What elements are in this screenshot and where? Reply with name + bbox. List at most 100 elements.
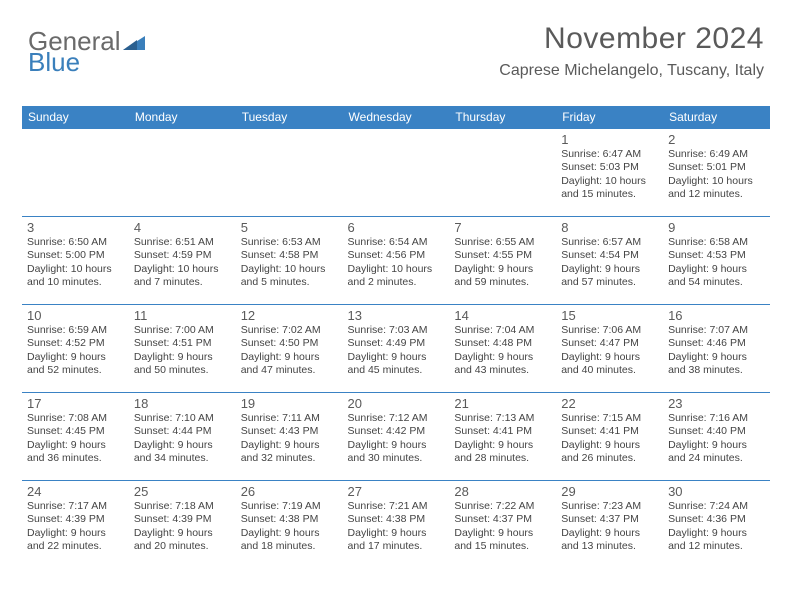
sunrise-text: Sunrise: 7:03 AM xyxy=(348,324,445,337)
day-cell: 28Sunrise: 7:22 AMSunset: 4:37 PMDayligh… xyxy=(449,481,556,569)
day-header-sunday: Sunday xyxy=(22,106,129,129)
day-cell: 22Sunrise: 7:15 AMSunset: 4:41 PMDayligh… xyxy=(556,393,663,481)
daylight-text: Daylight: 9 hours and 59 minutes. xyxy=(454,263,551,290)
sunset-text: Sunset: 4:53 PM xyxy=(668,249,765,262)
day-cell: 9Sunrise: 6:58 AMSunset: 4:53 PMDaylight… xyxy=(663,217,770,305)
header: November 2024 Caprese Michelangelo, Tusc… xyxy=(499,22,764,80)
day-cell: 4Sunrise: 6:51 AMSunset: 4:59 PMDaylight… xyxy=(129,217,236,305)
day-info: Sunrise: 7:15 AMSunset: 4:41 PMDaylight:… xyxy=(561,412,658,466)
day-info: Sunrise: 7:24 AMSunset: 4:36 PMDaylight:… xyxy=(668,500,765,554)
day-cell: 7Sunrise: 6:55 AMSunset: 4:55 PMDaylight… xyxy=(449,217,556,305)
sunset-text: Sunset: 4:41 PM xyxy=(454,425,551,438)
day-number: 17 xyxy=(27,396,124,411)
day-cell xyxy=(129,129,236,217)
sunset-text: Sunset: 4:40 PM xyxy=(668,425,765,438)
sunrise-text: Sunrise: 7:15 AM xyxy=(561,412,658,425)
day-cell: 27Sunrise: 7:21 AMSunset: 4:38 PMDayligh… xyxy=(343,481,450,569)
day-info: Sunrise: 6:49 AMSunset: 5:01 PMDaylight:… xyxy=(668,148,765,202)
day-cell: 2Sunrise: 6:49 AMSunset: 5:01 PMDaylight… xyxy=(663,129,770,217)
daylight-text: Daylight: 10 hours and 7 minutes. xyxy=(134,263,231,290)
day-number: 19 xyxy=(241,396,338,411)
sunset-text: Sunset: 4:51 PM xyxy=(134,337,231,350)
daylight-text: Daylight: 10 hours and 15 minutes. xyxy=(561,175,658,202)
day-info: Sunrise: 6:58 AMSunset: 4:53 PMDaylight:… xyxy=(668,236,765,290)
day-info: Sunrise: 7:17 AMSunset: 4:39 PMDaylight:… xyxy=(27,500,124,554)
day-cell: 30Sunrise: 7:24 AMSunset: 4:36 PMDayligh… xyxy=(663,481,770,569)
sunrise-text: Sunrise: 7:07 AM xyxy=(668,324,765,337)
daylight-text: Daylight: 9 hours and 38 minutes. xyxy=(668,351,765,378)
day-cell: 23Sunrise: 7:16 AMSunset: 4:40 PMDayligh… xyxy=(663,393,770,481)
daylight-text: Daylight: 9 hours and 43 minutes. xyxy=(454,351,551,378)
day-number: 10 xyxy=(27,308,124,323)
sunset-text: Sunset: 4:58 PM xyxy=(241,249,338,262)
logo-text-blue: Blue xyxy=(28,47,80,77)
day-info: Sunrise: 7:19 AMSunset: 4:38 PMDaylight:… xyxy=(241,500,338,554)
sunset-text: Sunset: 4:37 PM xyxy=(561,513,658,526)
day-number: 20 xyxy=(348,396,445,411)
day-number: 30 xyxy=(668,484,765,499)
daylight-text: Daylight: 9 hours and 36 minutes. xyxy=(27,439,124,466)
day-cell: 19Sunrise: 7:11 AMSunset: 4:43 PMDayligh… xyxy=(236,393,343,481)
daylight-text: Daylight: 9 hours and 26 minutes. xyxy=(561,439,658,466)
day-cell: 15Sunrise: 7:06 AMSunset: 4:47 PMDayligh… xyxy=(556,305,663,393)
day-cell xyxy=(343,129,450,217)
day-info: Sunrise: 6:59 AMSunset: 4:52 PMDaylight:… xyxy=(27,324,124,378)
day-info: Sunrise: 6:53 AMSunset: 4:58 PMDaylight:… xyxy=(241,236,338,290)
day-number: 28 xyxy=(454,484,551,499)
week-row: 17Sunrise: 7:08 AMSunset: 4:45 PMDayligh… xyxy=(22,393,770,481)
daylight-text: Daylight: 9 hours and 28 minutes. xyxy=(454,439,551,466)
sunset-text: Sunset: 5:01 PM xyxy=(668,161,765,174)
day-info: Sunrise: 7:04 AMSunset: 4:48 PMDaylight:… xyxy=(454,324,551,378)
day-cell: 14Sunrise: 7:04 AMSunset: 4:48 PMDayligh… xyxy=(449,305,556,393)
day-info: Sunrise: 6:51 AMSunset: 4:59 PMDaylight:… xyxy=(134,236,231,290)
day-cell: 20Sunrise: 7:12 AMSunset: 4:42 PMDayligh… xyxy=(343,393,450,481)
sunset-text: Sunset: 5:03 PM xyxy=(561,161,658,174)
sunset-text: Sunset: 4:54 PM xyxy=(561,249,658,262)
sunrise-text: Sunrise: 7:24 AM xyxy=(668,500,765,513)
day-info: Sunrise: 7:10 AMSunset: 4:44 PMDaylight:… xyxy=(134,412,231,466)
day-number: 24 xyxy=(27,484,124,499)
sunrise-text: Sunrise: 6:58 AM xyxy=(668,236,765,249)
sunrise-text: Sunrise: 6:57 AM xyxy=(561,236,658,249)
daylight-text: Daylight: 10 hours and 10 minutes. xyxy=(27,263,124,290)
sunset-text: Sunset: 4:49 PM xyxy=(348,337,445,350)
sunset-text: Sunset: 4:36 PM xyxy=(668,513,765,526)
sunset-text: Sunset: 4:45 PM xyxy=(27,425,124,438)
sunrise-text: Sunrise: 6:51 AM xyxy=(134,236,231,249)
sunrise-text: Sunrise: 7:00 AM xyxy=(134,324,231,337)
day-cell xyxy=(449,129,556,217)
logo-triangle-icon xyxy=(123,32,145,55)
sunrise-text: Sunrise: 7:17 AM xyxy=(27,500,124,513)
sunset-text: Sunset: 4:52 PM xyxy=(27,337,124,350)
day-header-thursday: Thursday xyxy=(449,106,556,129)
week-row: 24Sunrise: 7:17 AMSunset: 4:39 PMDayligh… xyxy=(22,481,770,569)
day-number: 27 xyxy=(348,484,445,499)
day-number: 8 xyxy=(561,220,658,235)
sunset-text: Sunset: 5:00 PM xyxy=(27,249,124,262)
sunset-text: Sunset: 4:59 PM xyxy=(134,249,231,262)
day-header-tuesday: Tuesday xyxy=(236,106,343,129)
sunset-text: Sunset: 4:44 PM xyxy=(134,425,231,438)
sunrise-text: Sunrise: 6:53 AM xyxy=(241,236,338,249)
sunrise-text: Sunrise: 7:19 AM xyxy=(241,500,338,513)
day-info: Sunrise: 7:13 AMSunset: 4:41 PMDaylight:… xyxy=(454,412,551,466)
day-header-monday: Monday xyxy=(129,106,236,129)
day-number: 18 xyxy=(134,396,231,411)
daylight-text: Daylight: 9 hours and 17 minutes. xyxy=(348,527,445,554)
sunset-text: Sunset: 4:37 PM xyxy=(454,513,551,526)
sunrise-text: Sunrise: 7:10 AM xyxy=(134,412,231,425)
sunrise-text: Sunrise: 6:50 AM xyxy=(27,236,124,249)
daylight-text: Daylight: 9 hours and 30 minutes. xyxy=(348,439,445,466)
location: Caprese Michelangelo, Tuscany, Italy xyxy=(499,62,764,80)
day-number: 15 xyxy=(561,308,658,323)
daylight-text: Daylight: 9 hours and 45 minutes. xyxy=(348,351,445,378)
day-number: 25 xyxy=(134,484,231,499)
day-cell: 1Sunrise: 6:47 AMSunset: 5:03 PMDaylight… xyxy=(556,129,663,217)
sunrise-text: Sunrise: 7:12 AM xyxy=(348,412,445,425)
day-header-friday: Friday xyxy=(556,106,663,129)
day-cell: 12Sunrise: 7:02 AMSunset: 4:50 PMDayligh… xyxy=(236,305,343,393)
day-cell: 6Sunrise: 6:54 AMSunset: 4:56 PMDaylight… xyxy=(343,217,450,305)
day-cell: 18Sunrise: 7:10 AMSunset: 4:44 PMDayligh… xyxy=(129,393,236,481)
day-cell: 25Sunrise: 7:18 AMSunset: 4:39 PMDayligh… xyxy=(129,481,236,569)
sunset-text: Sunset: 4:38 PM xyxy=(241,513,338,526)
